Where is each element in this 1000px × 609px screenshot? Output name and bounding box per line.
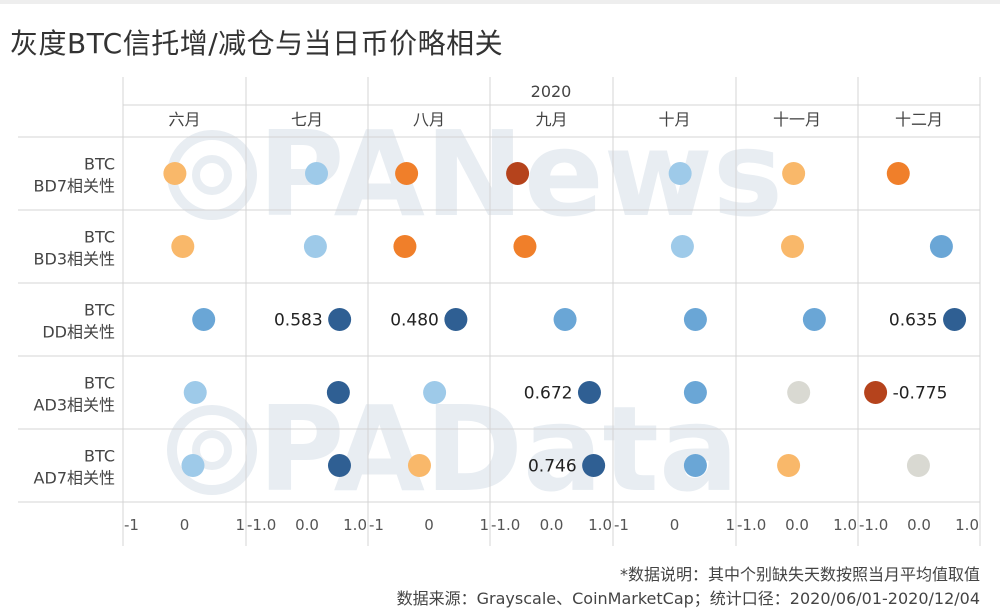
- data-label: 0.635: [889, 311, 938, 331]
- axis-tick-label: -1.0: [491, 516, 520, 534]
- row-label-line1: BTC: [84, 228, 115, 247]
- data-point: [171, 235, 195, 258]
- data-point: [423, 381, 447, 404]
- data-point: [506, 162, 530, 185]
- data-label: -0.775: [893, 384, 948, 404]
- row-label-line2: DD相关性: [42, 323, 115, 342]
- data-point: [782, 162, 806, 185]
- data-point: [192, 308, 216, 331]
- data-point: [395, 162, 419, 185]
- month-label: 九月: [535, 110, 567, 129]
- axis-tick-label: 1: [235, 516, 245, 534]
- data-point: [181, 454, 205, 477]
- grid-layer: [18, 77, 981, 546]
- data-footnote: *数据说明：其中个别缺失天数按照当月平均值取值: [619, 565, 980, 584]
- axis-tick-label: 1.0: [343, 516, 367, 534]
- data-point: [683, 381, 707, 404]
- month-label: 十月: [658, 110, 690, 129]
- data-point: [393, 235, 417, 258]
- axis-tick-label: 0: [670, 516, 680, 534]
- data-point: [781, 235, 805, 258]
- data-point: [305, 162, 329, 185]
- dot-layer: [163, 162, 967, 477]
- data-point: [577, 381, 601, 404]
- watermark-logo: [192, 155, 232, 195]
- axis-tick-label: 0.0: [295, 516, 319, 534]
- data-point: [328, 308, 352, 331]
- data-point: [183, 381, 207, 404]
- axis-tick-label: -1: [124, 516, 139, 534]
- axis-tick-label: -1: [369, 516, 384, 534]
- axis-tick-label: 1: [725, 516, 735, 534]
- axis-tick-label: 1.0: [833, 516, 857, 534]
- data-label: 0.672: [524, 384, 573, 404]
- data-label: 0.583: [274, 311, 323, 331]
- row-label-line2: AD3相关性: [34, 396, 115, 415]
- data-point: [582, 454, 606, 477]
- row-label-line1: BTC: [84, 374, 115, 393]
- data-point: [163, 162, 187, 185]
- data-point: [929, 235, 953, 258]
- row-label-line1: BTC: [84, 155, 115, 174]
- watermark-text: PAData: [258, 380, 739, 518]
- data-point: [407, 454, 431, 477]
- axis-tick-label: 1: [479, 516, 489, 534]
- data-point: [327, 454, 351, 477]
- axis-tick-label: 0.0: [907, 516, 931, 534]
- axis-tick-label: -1: [614, 516, 629, 534]
- month-label: 十一月: [773, 110, 821, 129]
- top-border: [0, 0, 1000, 4]
- month-label: 六月: [168, 110, 200, 129]
- data-point: [444, 308, 468, 331]
- axis-tick-label: -1.0: [859, 516, 888, 534]
- row-label-line1: BTC: [84, 301, 115, 320]
- data-source: 数据来源：Grayscale、CoinMarketCap；统计口径：2020/0…: [396, 589, 980, 608]
- data-point: [787, 381, 811, 404]
- data-point: [553, 308, 577, 331]
- axis-tick-label: -1.0: [247, 516, 276, 534]
- data-point: [303, 235, 327, 258]
- axis-tick-label: 0: [180, 516, 190, 534]
- month-label: 七月: [291, 110, 323, 129]
- row-label-line1: BTC: [84, 447, 115, 466]
- year-label: 2020: [531, 82, 572, 101]
- data-point: [670, 235, 694, 258]
- data-point: [326, 381, 350, 404]
- data-point: [683, 454, 707, 477]
- watermark-logo: [192, 430, 232, 470]
- label-layer: 2020 六月 七月 八月 九月 十月 十一月 十二月 BTC BD7相关性 BTC BD3相关性 BT…: [34, 82, 979, 534]
- data-point: [683, 308, 707, 331]
- row-label-line2: BD3相关性: [34, 250, 115, 269]
- axis-tick-label: 0: [424, 516, 434, 534]
- data-point: [802, 308, 826, 331]
- page-title: 灰度BTC信托增/减仓与当日币价略相关: [10, 27, 504, 60]
- axis-tick-label: 0.0: [540, 516, 564, 534]
- axis-tick-label: 1.0: [588, 516, 612, 534]
- row-label-line2: AD7相关性: [34, 469, 115, 488]
- data-point: [668, 162, 692, 185]
- watermark-logo: [167, 405, 257, 495]
- row-label-line2: BD7相关性: [34, 177, 115, 196]
- axis-tick-label: 1.0: [955, 516, 979, 534]
- data-point: [906, 454, 930, 477]
- month-label: 八月: [413, 110, 445, 129]
- axis-tick-label: 0.0: [785, 516, 809, 534]
- month-label: 十二月: [895, 110, 943, 129]
- axis-tick-label: -1.0: [737, 516, 766, 534]
- data-point: [513, 235, 537, 258]
- data-point: [777, 454, 801, 477]
- data-point: [943, 308, 967, 331]
- data-label: 0.746: [528, 457, 577, 477]
- data-point: [864, 381, 888, 404]
- data-label: 0.480: [390, 311, 439, 331]
- data-point: [886, 162, 910, 185]
